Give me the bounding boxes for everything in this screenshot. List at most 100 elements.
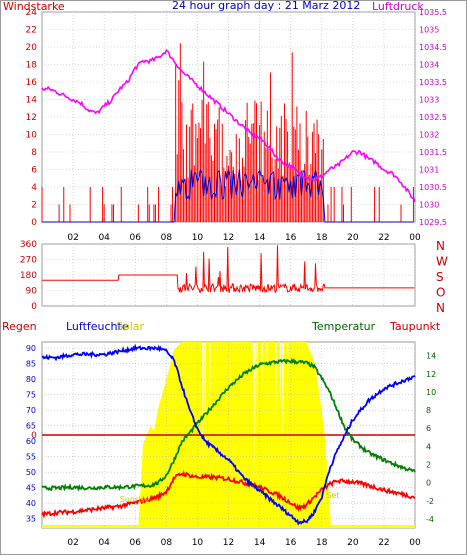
dir-compass-label: O [436,286,445,300]
pressure-y-tick: 1030 [419,201,439,210]
pressure-y-tick: 1034 [419,61,439,70]
pressure-y-tick: 1035 [419,26,439,35]
dewpoint-line [41,470,416,519]
pressure-y-tick: 1031.5 [419,148,447,157]
temperature-y-tick: -2 [426,497,434,506]
pressure-y-tick: 1033 [419,96,439,105]
climate-x-tick: 14 [254,538,266,548]
wind-x-tick: 18 [316,233,328,243]
humidity-label: Luftfeuchte [66,320,129,333]
climate-x-tick: 04 [98,538,110,548]
wind-y-tick: 10 [26,131,38,141]
humidity-y-tick: 45 [26,484,36,493]
rain-zero-label: 0 [31,431,37,441]
climate-x-tick: 06 [130,538,142,548]
wind-x-tick: 20 [347,233,359,243]
climate-x-tick: 02 [67,538,78,548]
temperature-y-tick: -4 [426,515,434,524]
climate-x-tick: 12 [223,538,234,548]
pressure-y-tick: 1033.5 [419,78,447,87]
humidity-y-tick: 85 [26,360,36,369]
dir-compass-label: W [436,255,448,269]
pressure-y-tick: 1031 [419,166,439,175]
wind-x-tick: 06 [130,233,142,243]
humidity-y-tick: 50 [26,468,36,477]
temperature-y-tick: 6 [426,424,431,433]
climate-x-tick: 16 [285,538,297,548]
wind-speed-line [42,168,414,223]
chart-title: 24 hour graph day : 21 Marz 2012 [172,0,360,12]
dir-y-tick: 0 [31,302,37,312]
solar-baseline [42,525,415,528]
pressure-y-tick: 1034.5 [419,43,447,52]
wind-y-tick: 16 [26,78,38,88]
pressure-y-tick: 1035.5 [419,8,447,17]
humidity-y-tick: 75 [26,391,36,400]
sunset-label: Set [326,491,339,500]
climate-x-tick: 08 [161,538,173,548]
climate-x-tick: 00 [409,538,421,548]
wind-x-tick: 08 [161,233,173,243]
wind-y-tick: 24 [26,8,38,18]
wind-x-tick: 10 [192,233,204,243]
climate-x-tick: 20 [347,538,359,548]
dir-compass-label: S [436,270,444,284]
wind-y-tick: 8 [31,148,37,158]
humidity-y-tick: 90 [26,344,36,353]
humidity-y-tick: 35 [26,515,36,524]
temperature-y-tick: 12 [426,370,436,379]
temperature-y-tick: 2 [426,460,431,469]
dir-y-tick: 180 [20,271,37,281]
humidity-y-tick: 60 [26,437,36,446]
temperature-y-tick: 14 [426,352,436,361]
dir-compass-label: N [436,301,445,315]
humidity-y-tick: 40 [26,499,36,508]
wind-y-tick: 6 [31,166,37,176]
wind-direction-line [42,245,415,294]
wind-x-tick: 02 [67,233,78,243]
humidity-y-tick: 80 [26,375,36,384]
pressure-y-tick: 1032.5 [419,113,447,122]
dir-y-tick: 90 [26,287,38,297]
dir-y-tick: 360 [20,240,37,250]
rain-label: Regen [2,320,37,333]
temperature-y-tick: 0 [426,479,431,488]
pressure-y-tick: 1032 [419,131,439,140]
wind-x-tick: 22 [378,233,389,243]
humidity-y-tick: 55 [26,453,36,462]
temperature-line [41,357,416,492]
dir-compass-label: N [436,239,445,253]
pressure-label: Luftdruck [372,0,424,13]
temperature-label: Temperatur [311,320,376,333]
wind-x-tick: 14 [254,233,266,243]
dewpoint-label: Taupunkt [389,320,441,333]
wind-y-tick: 18 [26,61,38,71]
pressure-line [41,49,416,203]
wind-y-tick: 2 [31,201,37,211]
wind-y-tick: 12 [26,113,37,123]
climate-x-tick: 10 [192,538,204,548]
temperature-y-tick: 10 [426,388,436,397]
pressure-y-tick: 1029.5 [419,218,447,227]
sunrise-label: Sunrise [120,495,150,504]
humidity-line [41,343,416,526]
wind-x-tick: 00 [409,233,421,243]
wind-x-tick: 12 [223,233,234,243]
dir-y-tick: 270 [20,256,37,266]
wind-y-tick: 4 [31,183,37,193]
wind-y-tick: 22 [26,26,37,36]
climate-x-tick: 22 [378,538,389,548]
wind-x-tick: 16 [285,233,297,243]
humidity-y-tick: 70 [26,406,36,415]
climate-x-tick: 18 [316,538,328,548]
wind-y-tick: 20 [26,43,38,53]
wind-y-tick: 0 [31,218,37,228]
wind-x-tick: 04 [98,233,110,243]
wind-label: Windstarke [3,0,65,13]
solar-label: Solar [116,320,145,333]
humidity-y-tick: 65 [26,422,36,431]
temperature-y-tick: 8 [426,406,431,415]
pressure-y-tick: 1030.5 [419,183,447,192]
temperature-y-tick: 4 [426,442,431,451]
